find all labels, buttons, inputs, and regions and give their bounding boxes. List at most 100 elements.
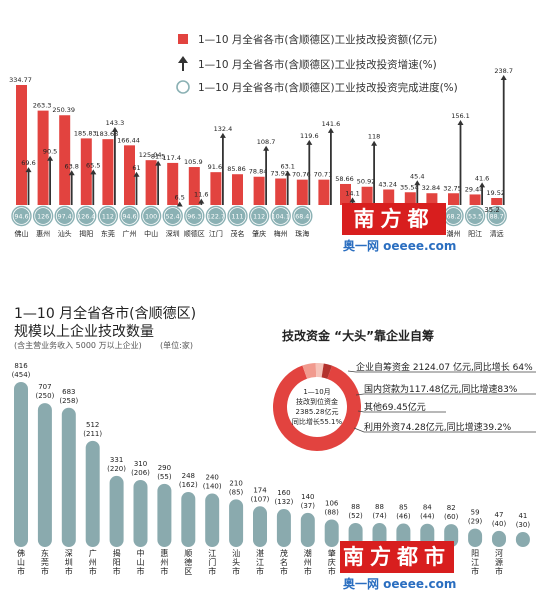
growth-arrow-head: [47, 155, 54, 161]
count-category-char: 佛: [17, 548, 25, 558]
count-category-char: 名: [280, 557, 288, 567]
count-bar: [157, 483, 172, 547]
count-value-label: 210: [229, 479, 242, 487]
growth-arrow-head: [25, 167, 32, 173]
count-value-label: 290: [158, 464, 171, 472]
progress-value-label: 111: [231, 214, 243, 221]
count-sub-label: (162): [179, 481, 198, 489]
progress-value-label: 94.6: [122, 214, 136, 221]
progress-value-label: 126: [37, 214, 49, 221]
pie-slice: [272, 365, 361, 451]
investment-bar: [16, 85, 27, 205]
investment-bar: [296, 179, 308, 205]
count-category-char: 深: [65, 549, 73, 558]
count-value-label: 140: [301, 493, 314, 501]
count-category-char: 中: [137, 548, 145, 558]
count-value-label: 310: [134, 460, 147, 468]
progress-circle-fill: [121, 208, 138, 224]
count-category-char: 州: [89, 558, 97, 567]
count-bar: [205, 493, 220, 547]
count-sub-label: (250): [35, 392, 54, 400]
count-bar: [85, 440, 100, 547]
progress-circle-fill: [467, 208, 484, 224]
category-label: 惠州: [36, 229, 50, 238]
pie-center-text: 1—10月 技改到位资金 2385.28亿元 同比增长55.1%: [292, 388, 343, 426]
legend-circle-icon: [176, 80, 190, 94]
investment-value-label: 91.6: [208, 163, 222, 171]
count-category-char: 市: [208, 566, 216, 576]
investment-bar: [124, 145, 135, 205]
progress-circle-fill: [56, 208, 73, 224]
watermark-url-bottom: 奥一网 oeeee.com: [343, 577, 457, 591]
growth-arrow-head: [111, 126, 118, 132]
progress-value-label: 94.6: [14, 214, 28, 221]
count-category-char: 顺: [184, 549, 192, 558]
growth-value-label: 143.3: [106, 119, 125, 127]
count-bar: [133, 479, 148, 547]
investment-bar: [59, 115, 71, 205]
growth-arrow-head: [263, 145, 270, 151]
progress-value-label: 96.3: [187, 214, 201, 221]
growth-value-label: 118: [368, 133, 380, 141]
count-bar: [61, 407, 76, 547]
count-bar: [492, 530, 506, 547]
count-category-char: 河: [495, 548, 503, 558]
investment-value-label: 117.4: [162, 154, 181, 162]
progress-circle-fill: [207, 208, 224, 224]
count-category-char: 江: [256, 558, 264, 567]
count-sub-label: (44): [420, 513, 435, 521]
pie-slice: [321, 363, 333, 379]
progress-circle-fill: [445, 208, 462, 224]
pie-callout-loans: 国内贷款为117.48亿元,同比增速83%: [364, 383, 518, 395]
growth-arrow-head: [155, 160, 162, 166]
count-bar: [300, 512, 315, 547]
investment-value-label: 185.83: [74, 129, 97, 137]
investment-value-label: 334.77: [9, 76, 32, 84]
investment-bar: [318, 179, 330, 205]
growth-value-label: 132.4: [214, 125, 233, 133]
count-category-char: 湛: [256, 549, 264, 558]
investment-value-label: 32.84: [422, 184, 441, 192]
count-category-char: 源: [495, 558, 503, 567]
pie-center-line-1: 1—10月: [303, 388, 330, 396]
growth-value-label: 238.7: [494, 67, 513, 75]
count-value-label: 174: [253, 486, 267, 494]
category-label: 珠海: [295, 229, 309, 238]
count-value-label: 47: [495, 511, 504, 519]
count-bar: [109, 475, 124, 547]
count-sub-label: (88): [325, 508, 340, 516]
progress-value-label: 100: [145, 214, 157, 221]
count-sub-label: (211): [83, 430, 102, 438]
count-bar: [181, 491, 196, 547]
category-label: 汕头: [58, 229, 72, 238]
growth-arrow-head: [306, 139, 313, 145]
chart-legend: 1—10 月全省各市(含顺德区)工业技改投资额(亿元) 1—10 月全省各市(含…: [176, 33, 458, 94]
count-category-char: 茂: [280, 548, 288, 558]
count-value-label: 59: [471, 509, 480, 517]
pie-hole: [287, 377, 347, 437]
growth-arrow-head: [176, 201, 183, 207]
count-value-label: 331: [110, 456, 123, 464]
category-label: 梅州: [274, 229, 288, 238]
count-sub-label: (60): [444, 513, 459, 521]
count-category-char: 汕: [232, 548, 240, 558]
progress-circle-fill: [251, 208, 268, 224]
watermark-url-top: 奥一网 oeeee.com: [343, 239, 457, 253]
count-sub-label: (46): [396, 513, 411, 521]
investment-bar: [167, 162, 179, 205]
growth-value-label: 81.5: [151, 153, 165, 161]
pie-slice: [302, 363, 317, 379]
count-category-char: 广: [89, 548, 97, 558]
count-category-char: 市: [160, 566, 168, 576]
count-value-label: 106: [325, 499, 339, 507]
investment-bar: [491, 198, 503, 205]
growth-value-label: 61: [132, 164, 140, 172]
investment-value-label: 43.24: [378, 181, 397, 189]
category-label: 东莞: [101, 229, 115, 238]
bottom-chart-note: (含主营业务收入 5000 万以上企业): [14, 340, 142, 350]
category-label: 深圳: [166, 229, 180, 238]
count-category-char: 惠: [160, 548, 168, 558]
count-category-char: 市: [232, 566, 240, 576]
count-category-char: 市: [495, 566, 503, 576]
count-category-char: 江: [471, 558, 479, 567]
